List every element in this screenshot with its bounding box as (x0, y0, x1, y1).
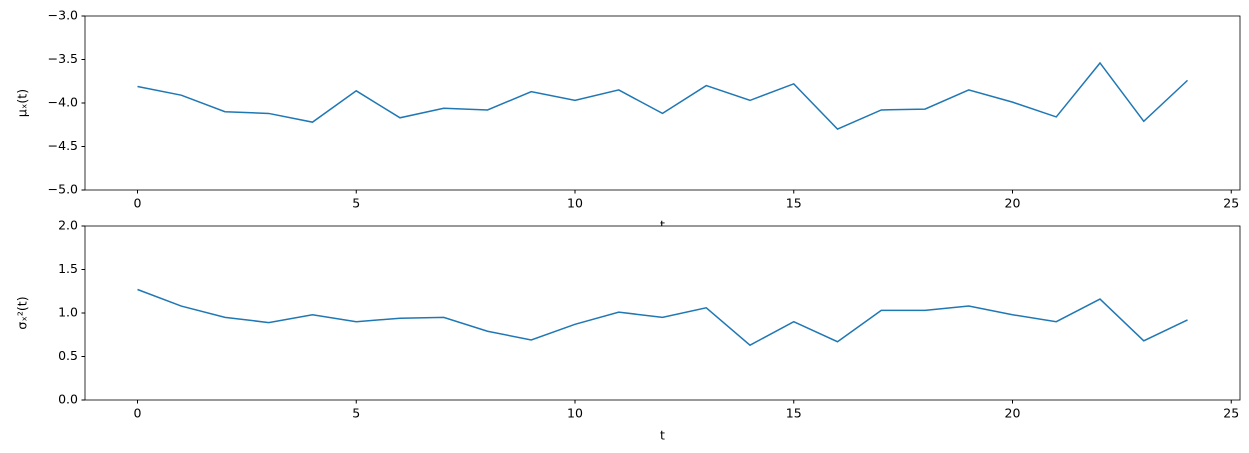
x-tick-label: 0 (134, 196, 142, 211)
y-axis-label: σₓ²(t) (15, 296, 30, 329)
x-tick-label: 15 (786, 196, 802, 211)
x-axis-label: t (660, 428, 665, 443)
x-tick-label: 20 (1005, 406, 1021, 421)
data-line (137, 61, 1189, 130)
y-tick-label: 2.0 (58, 218, 78, 233)
axes-frame (84, 15, 1241, 191)
axes-frame (84, 225, 1241, 401)
y-tick-label: 0.0 (58, 392, 78, 407)
plot-area (85, 16, 1240, 190)
y-tick-label: −3.0 (48, 8, 78, 23)
y-tick-label: 0.5 (58, 348, 78, 363)
y-axis-label: μₓ(t) (15, 89, 30, 117)
x-tick-label: 15 (786, 406, 802, 421)
x-tick-label: 10 (567, 406, 583, 421)
x-tick-label: 20 (1005, 196, 1021, 211)
y-tick-label: −5.0 (48, 182, 78, 197)
x-tick-label: 0 (134, 406, 142, 421)
y-tick-label: −3.5 (48, 51, 78, 66)
x-axis-label: t (660, 218, 665, 233)
plot-area (85, 226, 1240, 400)
y-tick-label: 1.5 (58, 261, 78, 276)
x-tick-label: 10 (567, 196, 583, 211)
y-tick-label: 1.0 (58, 305, 78, 320)
x-tick-label: 5 (352, 406, 360, 421)
x-tick-label: 25 (1223, 406, 1239, 421)
x-tick-label: 25 (1223, 196, 1239, 211)
data-line (137, 288, 1188, 347)
x-tick-label: 5 (352, 196, 360, 211)
y-tick-label: −4.0 (48, 95, 78, 110)
y-tick-label: −4.5 (48, 138, 78, 153)
